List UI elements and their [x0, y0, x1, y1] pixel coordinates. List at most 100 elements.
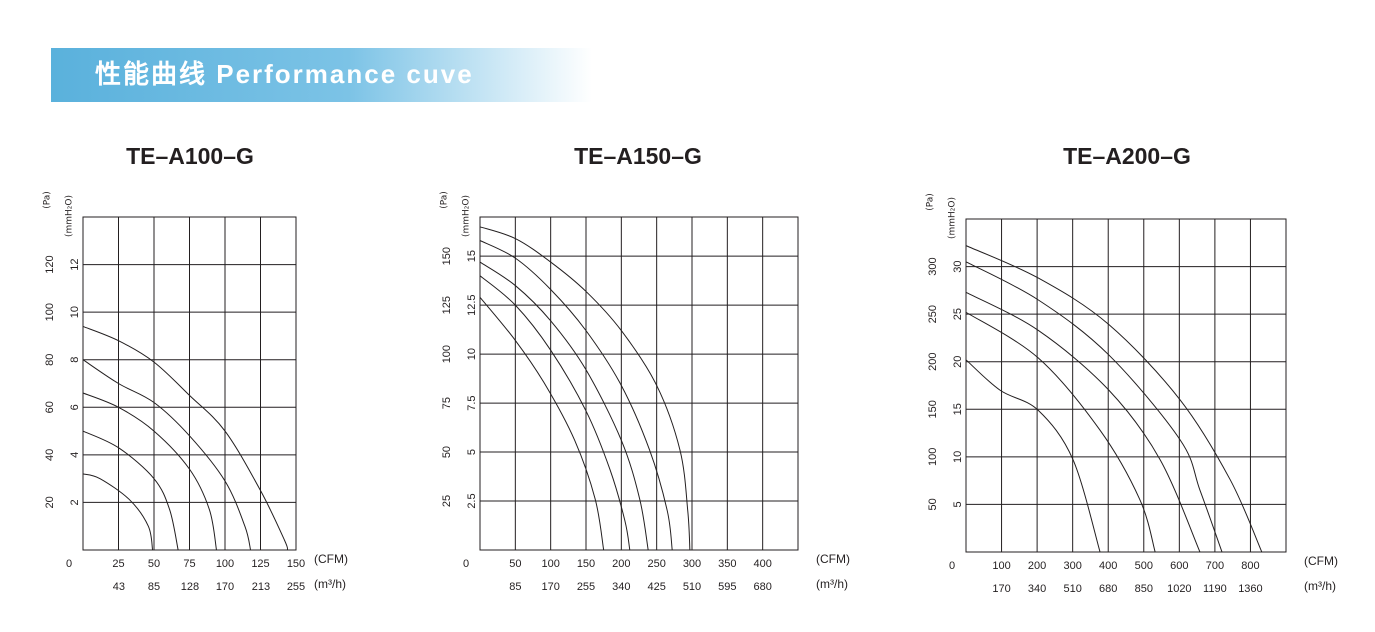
y2-tick-label: 4: [69, 452, 81, 458]
y-tick-label: 20: [44, 496, 56, 508]
x-tick-label: 300: [1063, 560, 1081, 572]
y-tick-label: 50: [441, 446, 453, 458]
x-tick-label: 800: [1241, 560, 1259, 572]
performance-curve: [82, 430, 179, 551]
y-tick-label: 50: [927, 498, 939, 510]
performance-curve: [965, 359, 1101, 553]
performance-curve: [479, 275, 631, 551]
y2-axis-unit: (mmH₂O): [462, 195, 472, 237]
y-tick-label: 75: [441, 397, 453, 409]
x2-tick-label: 510: [683, 581, 701, 593]
x2-tick-label: 170: [216, 581, 234, 593]
x-tick-label: 150: [287, 558, 305, 570]
x-tick-label: 200: [612, 558, 630, 570]
y2-tick-label: 20: [952, 356, 964, 368]
y2-tick-label: 6: [69, 404, 81, 410]
y-tick-label: 25: [441, 495, 453, 507]
y2-tick-label: 2.5: [466, 493, 478, 508]
x-tick-label: 250: [647, 558, 665, 570]
y2-tick-label: 25: [952, 308, 964, 320]
x2-tick-label: 170: [541, 581, 559, 593]
y2-tick-label: 10: [952, 451, 964, 463]
x2-tick-label: 340: [612, 581, 630, 593]
x-tick-label: 600: [1170, 560, 1188, 572]
x-tick-label: 500: [1135, 560, 1153, 572]
y-tick-label: 150: [441, 247, 453, 265]
y-tick-label: 120: [44, 255, 56, 273]
x2-axis-unit: (m³/h): [1304, 579, 1336, 593]
x2-tick-label: 128: [181, 581, 199, 593]
x2-tick-label: 85: [148, 581, 160, 593]
performance-curve: [479, 296, 605, 551]
y2-tick-label: 10: [69, 306, 81, 318]
y2-tick-label: 5: [952, 501, 964, 507]
x-tick-label: 200: [1028, 560, 1046, 572]
x2-tick-label: 170: [992, 583, 1010, 595]
x2-axis-unit: (m³/h): [816, 577, 848, 591]
y-axis-unit: (Pa): [926, 193, 936, 211]
x-tick-label: 100: [541, 558, 559, 570]
y-tick-label: 250: [927, 305, 939, 323]
chart-title: TE–A200–G: [1063, 143, 1191, 169]
x-tick-label: 100: [216, 558, 234, 570]
y2-axis-unit: (mmH₂O): [948, 197, 958, 239]
x-tick-label: 75: [183, 558, 195, 570]
y-axis-unit: (Pa): [43, 191, 53, 209]
y2-tick-label: 30: [952, 260, 964, 272]
x-tick-label: 50: [509, 558, 521, 570]
x2-tick-label: 1020: [1167, 583, 1191, 595]
x-tick-label: 400: [753, 558, 771, 570]
plot-frame: [479, 216, 799, 551]
y-tick-label: 125: [441, 296, 453, 314]
x2-tick-label: 213: [252, 581, 270, 593]
y2-tick-label: 2: [69, 499, 81, 505]
x-tick-label: 0: [66, 558, 72, 570]
x2-tick-label: 43: [113, 581, 125, 593]
y-tick-label: 100: [927, 448, 939, 466]
x-axis-unit: (CFM): [314, 552, 348, 566]
y2-tick-label: 5: [466, 449, 478, 455]
performance-curve: [965, 261, 1223, 553]
y2-tick-label: 8: [69, 357, 81, 363]
performance-curve: [965, 311, 1156, 553]
performance-curve: [82, 473, 154, 551]
chart-title: TE–A100–G: [126, 143, 254, 169]
x2-tick-label: 255: [577, 581, 595, 593]
x2-tick-label: 850: [1135, 583, 1153, 595]
y-tick-label: 300: [927, 257, 939, 275]
x2-tick-label: 1360: [1238, 583, 1262, 595]
x-tick-label: 350: [718, 558, 736, 570]
y-tick-label: 40: [44, 449, 56, 461]
performance-curve: [82, 325, 289, 551]
x-axis-unit: (CFM): [1304, 554, 1338, 568]
y-tick-label: 60: [44, 401, 56, 413]
x2-tick-label: 510: [1063, 583, 1081, 595]
x2-tick-label: 340: [1028, 583, 1046, 595]
y-axis-unit: (Pa): [440, 191, 450, 209]
y2-tick-label: 12.5: [466, 294, 478, 315]
x-tick-label: 0: [463, 558, 469, 570]
y-tick-label: 100: [44, 303, 56, 321]
performance-curve: [965, 245, 1263, 553]
x-tick-label: 125: [251, 558, 269, 570]
header-bar: [51, 48, 592, 102]
x-tick-label: 700: [1206, 560, 1224, 572]
y-tick-label: 200: [927, 353, 939, 371]
y-tick-label: 150: [927, 400, 939, 418]
performance-curve: [965, 291, 1201, 553]
x-tick-label: 100: [992, 560, 1010, 572]
x-tick-label: 50: [148, 558, 160, 570]
performance-curve: [82, 392, 217, 551]
performance-curve: [479, 261, 649, 551]
plot-frame: [965, 218, 1287, 553]
y2-tick-label: 7.5: [466, 395, 478, 410]
y2-tick-label: 12: [69, 258, 81, 270]
x2-tick-label: 680: [753, 581, 771, 593]
performance-curve: [82, 359, 252, 551]
performance-curve: [479, 240, 673, 551]
chart-title: TE–A150–G: [574, 143, 702, 169]
y2-tick-label: 15: [952, 403, 964, 415]
header-title: 性能曲线 Performance cuve: [95, 59, 474, 89]
x-tick-label: 0: [949, 560, 955, 572]
